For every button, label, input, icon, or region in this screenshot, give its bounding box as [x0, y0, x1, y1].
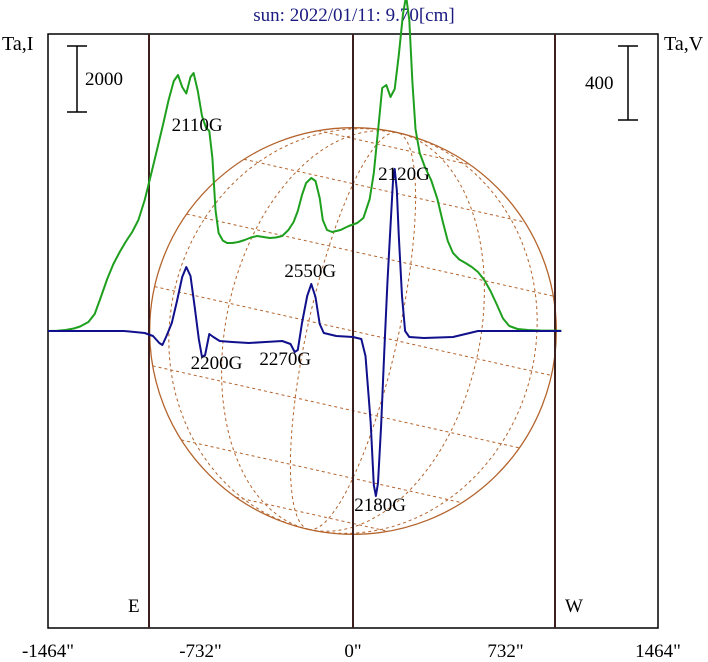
intensity-scale-label: 2000 — [85, 69, 123, 90]
x-tick-label: -1464" — [22, 641, 74, 662]
annotation-label: 2200G — [191, 353, 243, 374]
disk-parallel — [154, 286, 552, 376]
polarization-scale-label: 400 — [585, 73, 614, 94]
x-axis-ticks: -1464" -732" 0" 732" 1464" — [22, 641, 681, 662]
disk-meridian — [168, 128, 398, 530]
annotation-label: 2180G — [354, 495, 406, 516]
right-axis-label: Ta,V — [664, 33, 704, 55]
polarization-scale-bar — [618, 45, 638, 121]
annotations: 2110G 2200G 2550G 2270G 2120G 2180G — [172, 115, 431, 516]
annotation-label: 2270G — [259, 349, 311, 370]
intensity-scale-bar — [67, 45, 87, 113]
east-limb-label: E — [128, 596, 140, 617]
disk-parallel — [181, 439, 463, 504]
x-tick-label: -732" — [179, 641, 222, 662]
polarization-line — [48, 168, 562, 497]
chart-title: sun: 2022/01/11: 9.70[cm] — [253, 5, 454, 26]
disk-meridian — [308, 132, 538, 534]
disk-parallel — [317, 130, 471, 166]
west-limb-label: W — [565, 596, 583, 617]
intensity-line — [47, 0, 562, 332]
disk-meridian — [308, 132, 417, 531]
left-axis-label: Ta,I — [2, 33, 33, 55]
disk-parallel — [235, 496, 389, 532]
annotation-label: 2550G — [284, 261, 336, 282]
disk-parallel — [186, 213, 554, 297]
x-tick-label: 0" — [344, 641, 361, 662]
x-tick-label: 1464" — [635, 641, 681, 662]
annotation-label: 2120G — [378, 164, 430, 185]
disk-parallel — [152, 365, 520, 449]
annotation-label: 2110G — [172, 115, 223, 136]
disk-meridian — [289, 131, 398, 530]
x-tick-label: 732" — [487, 641, 523, 662]
